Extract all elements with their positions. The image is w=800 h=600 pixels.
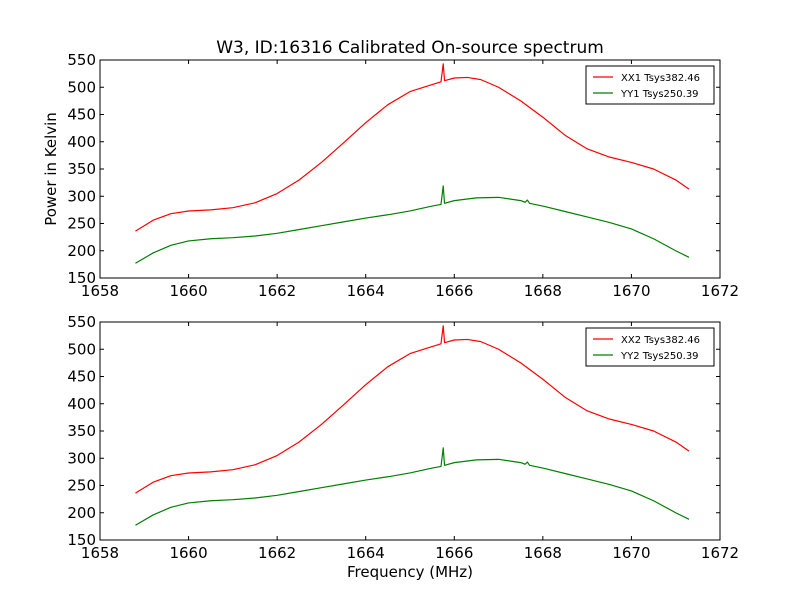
x-tick-label: 1666 [435, 282, 473, 300]
y-tick-label: 450 [67, 106, 96, 124]
x-tick-label: 1666 [435, 544, 473, 562]
y-tick-label: 350 [67, 160, 96, 178]
x-tick-label: 1658 [81, 544, 119, 562]
y-tick-label: 300 [67, 449, 96, 467]
x-tick-label: 1660 [169, 282, 207, 300]
chart-panel-1: 1658 1660 1662 1664 1666 1668 1670 1672 150 200 25… [42, 51, 739, 300]
x-tick-label: 1658 [81, 282, 119, 300]
series-line-1 [135, 325, 690, 494]
y-tick-label: 400 [67, 395, 96, 413]
y-tick-label: 550 [67, 313, 96, 331]
x-axis-label: Frequency (MHz) [347, 563, 473, 581]
legend: XX1 Tsys382.46 YY1 Tsys250.39 [585, 65, 715, 105]
x-tick-label: 1664 [347, 282, 385, 300]
y-tick-label: 500 [67, 78, 96, 96]
x-tick-label: 1672 [701, 544, 739, 562]
y-tick-label: 500 [67, 340, 96, 358]
x-tick-label: 1660 [169, 544, 207, 562]
legend-label: YY2 Tsys250.39 [620, 351, 699, 362]
series-line-2 [135, 447, 690, 526]
x-tick-label: 1662 [258, 544, 296, 562]
legend: XX2 Tsys382.46 YY2 Tsys250.39 [585, 327, 715, 367]
x-tick-label: 1664 [347, 544, 385, 562]
y-tick-label: 450 [67, 368, 96, 386]
legend-box [585, 327, 715, 367]
y-axis-label: Power in Kelvin [42, 112, 60, 226]
y-tick-label: 200 [67, 242, 96, 260]
y-tick-label: 250 [67, 477, 96, 495]
x-tick-label: 1670 [612, 282, 650, 300]
y-tick-label: 550 [67, 51, 96, 69]
y-tick-label: 350 [67, 422, 96, 440]
y-tick-label: 300 [67, 187, 96, 205]
series-line-1 [135, 63, 690, 232]
x-tick-label: 1672 [701, 282, 739, 300]
chart-title: W3, ID:16316 Calibrated On-source spectr… [216, 38, 604, 58]
legend-label: XX1 Tsys382.46 [621, 73, 700, 84]
x-tick-label: 1668 [524, 544, 562, 562]
series-line-2 [135, 185, 690, 264]
y-tick-label: 150 [67, 269, 96, 287]
y-tick-label: 400 [67, 133, 96, 151]
legend-label: XX2 Tsys382.46 [621, 335, 700, 346]
legend-label: YY1 Tsys250.39 [620, 89, 699, 100]
y-tick-label: 250 [67, 215, 96, 233]
x-tick-label: 1668 [524, 282, 562, 300]
x-tick-label: 1662 [258, 282, 296, 300]
y-tick-label: 200 [67, 504, 96, 522]
x-tick-label: 1670 [612, 544, 650, 562]
chart-panel-2: 1658 1660 1662 1664 1666 1668 1670 1672 150 200 25… [67, 313, 739, 581]
legend-box [585, 65, 715, 105]
y-tick-label: 150 [67, 531, 96, 549]
